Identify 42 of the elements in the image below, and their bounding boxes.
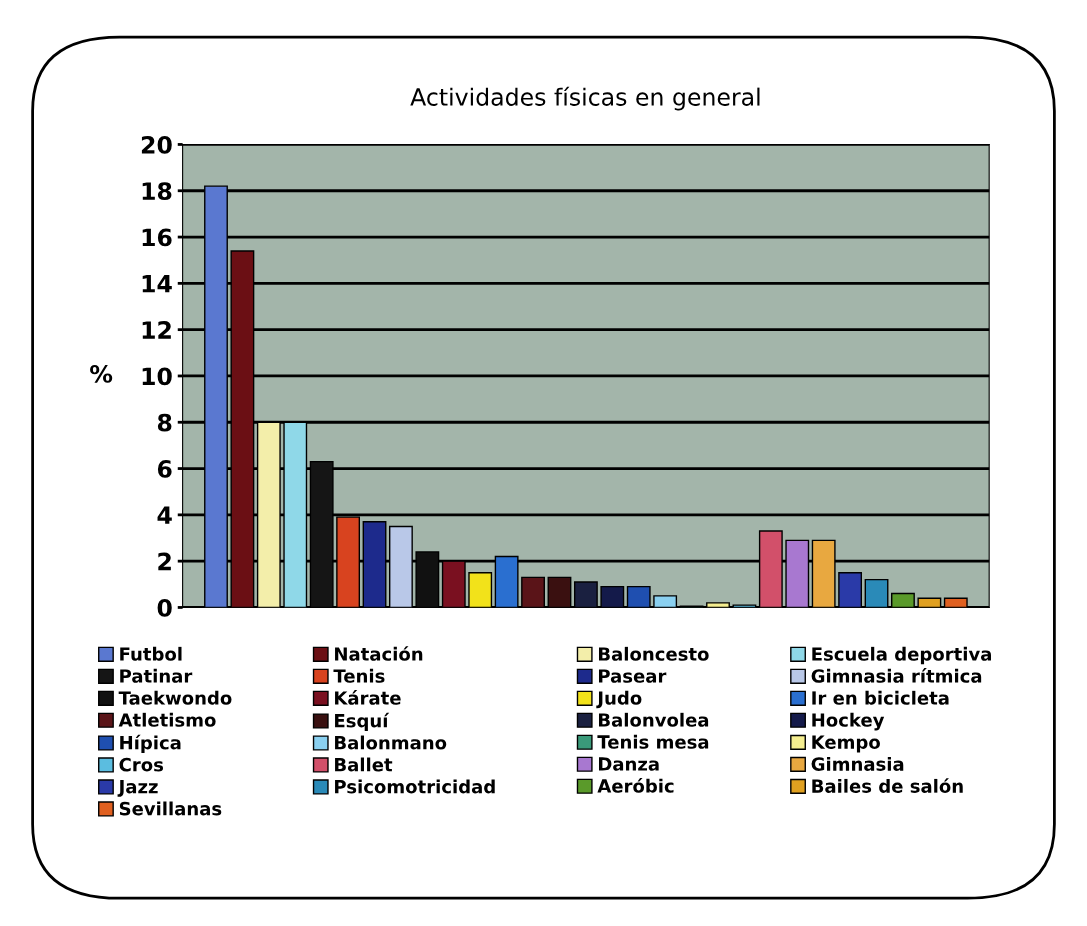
legend-label: Jazz	[117, 780, 158, 797]
y-tick-label: 8	[157, 413, 172, 432]
legend-label: Kempo	[812, 735, 880, 753]
y-tick-label: 16	[142, 228, 172, 247]
legend-label: Tenis	[333, 668, 385, 683]
legend-label: Ir en bicicleta	[812, 690, 949, 705]
legend-label: Baloncesto	[599, 646, 709, 661]
legend-label: Tenis mesa	[597, 734, 709, 749]
legend-label: Taekwondo	[118, 690, 232, 705]
legend-label: Pasear	[599, 669, 667, 683]
y-tick-label: 20	[141, 135, 172, 154]
legend-label: Hockey	[812, 712, 885, 731]
legend-label: Hípica	[120, 734, 181, 754]
legend-label: Patinar	[120, 668, 193, 683]
chart-title: Actividades físicas en general	[410, 86, 760, 111]
y-tick-label: 0	[157, 598, 172, 617]
legend-label: Bailes de salón	[812, 778, 963, 793]
y-tick-label: 12	[142, 321, 171, 339]
legend-label: Balonmano	[335, 735, 447, 750]
y-tick-label: 6	[157, 460, 172, 478]
legend-label: Atletismo	[118, 712, 216, 727]
legend-label: Futbol	[120, 646, 182, 661]
legend-label: Ballet	[335, 757, 393, 772]
legend-label: Escuela deportiva	[812, 646, 991, 665]
legend-label: Esquí	[335, 712, 390, 732]
y-tick-label: 4	[157, 506, 172, 524]
legend-label: Danza	[599, 757, 659, 771]
y-tick-label: 18	[142, 182, 172, 201]
legend-label: Psicomotricidad	[335, 779, 495, 794]
legend-label: Gimnasia	[811, 756, 904, 771]
legend-label: Kárate	[335, 690, 401, 705]
y-tick-label: 10	[142, 367, 172, 386]
legend-label: Judo	[596, 690, 642, 709]
legend-label: Natación	[335, 646, 423, 661]
legend-label: Cros	[119, 757, 164, 772]
legend-label: Gimnasia rítmica	[811, 668, 982, 683]
y-axis-title: %	[90, 364, 113, 383]
legend-label: Aeróbic	[597, 778, 674, 793]
legend-label: Sevillanas	[119, 801, 222, 816]
legend-label: Balonvolea	[599, 712, 709, 727]
y-tick-label: 2	[158, 552, 171, 571]
y-tick-label: 14	[142, 275, 172, 293]
